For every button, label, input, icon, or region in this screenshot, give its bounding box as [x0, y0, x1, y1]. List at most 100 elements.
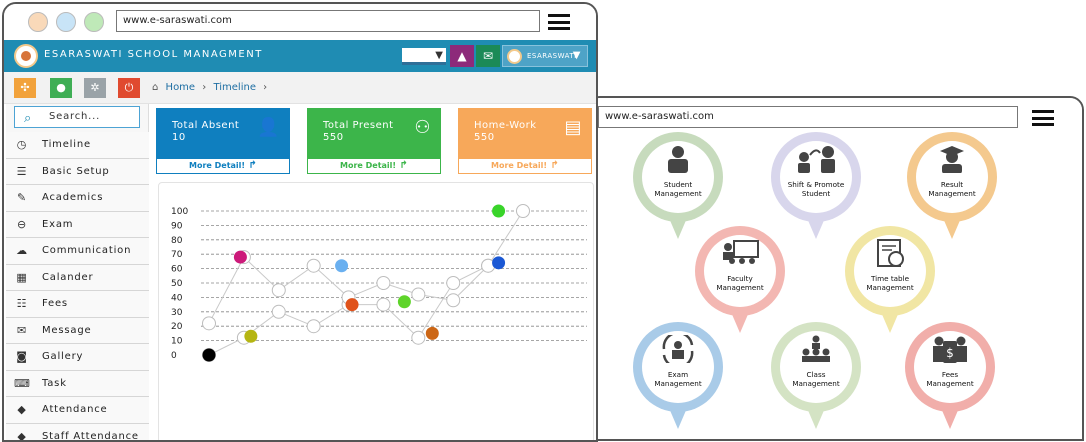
address-bar[interactable]: www.e-saraswati.com	[598, 106, 1018, 128]
settings-gear-button[interactable]: ✲	[84, 78, 106, 98]
window-dot-green-icon[interactable]	[84, 12, 104, 32]
user-menu[interactable]: ESARASWATI ▼	[502, 45, 588, 67]
profile-button[interactable]: ●	[50, 78, 72, 98]
window-dot-orange-icon[interactable]	[28, 12, 48, 32]
school-logo-icon	[14, 44, 38, 68]
graduate-icon	[932, 145, 972, 173]
data-point-marker	[234, 251, 247, 264]
envelope-icon: ✉	[14, 318, 30, 344]
data-point-marker	[335, 259, 348, 272]
sidebar-item-fees[interactable]: ☷Fees	[6, 291, 149, 318]
list-icon: ☰	[14, 159, 30, 185]
breadcrumb-timeline[interactable]: Timeline	[213, 82, 256, 93]
keyboard-icon: ⌨	[14, 371, 30, 397]
clock-icon: ◷	[14, 132, 30, 158]
sidebar-item-timeline[interactable]: ◷ Timeline	[6, 132, 149, 159]
fees-icon: $	[930, 335, 970, 363]
module-label: Shift & Promote Student	[786, 181, 846, 198]
user-label: ESARASWATI	[527, 52, 577, 60]
module-fees[interactable]: $Fees Management	[904, 321, 996, 431]
header-dropdown[interactable]: ▼	[402, 48, 446, 65]
data-point-marker	[398, 295, 411, 308]
data-point-hollow	[447, 277, 460, 290]
notification-bell-button[interactable]: ▲	[450, 45, 474, 67]
y-tick-label: 40	[171, 293, 183, 303]
y-tick-label: 100	[171, 207, 188, 217]
menu-hamburger-icon[interactable]	[1032, 110, 1054, 126]
search-input[interactable]: ⌕ Search...	[14, 106, 140, 128]
sidebar-item-label: Task	[42, 378, 67, 389]
breadcrumb-home[interactable]: Home	[166, 82, 196, 93]
y-tick-label: 30	[171, 308, 183, 318]
window-dot-blue-icon[interactable]	[56, 12, 76, 32]
module-class[interactable]: Class Management	[770, 321, 862, 431]
tag-icon: ◆	[14, 397, 30, 423]
data-point-hollow	[412, 288, 425, 301]
sidebar-item-academics[interactable]: ✎Academics	[6, 185, 149, 212]
more-detail-link[interactable]: More Detail! ↱	[307, 158, 441, 174]
data-point-hollow	[377, 277, 390, 290]
sidebar-item-communication[interactable]: ☁Communication	[6, 238, 149, 265]
power-button[interactable]: ⏻	[118, 78, 140, 98]
y-tick-label: 70	[171, 250, 183, 260]
search-icon: ⌕	[24, 109, 32, 129]
y-tick-label: 90	[171, 221, 183, 231]
module-label: Faculty Management	[710, 275, 770, 292]
sidebar-item-staff-attendance[interactable]: ◆ Staff Attendance	[6, 424, 149, 442]
faculty-icon	[720, 239, 760, 267]
y-tick-label: 50	[171, 279, 183, 289]
chevron-right-icon: ›	[263, 82, 267, 93]
sidebar-item-gallery[interactable]: ◙Gallery	[6, 344, 149, 371]
data-point-marker	[492, 205, 505, 218]
camera-icon: ◙	[14, 344, 30, 370]
module-faculty[interactable]: Faculty Management	[694, 225, 786, 335]
calendar-icon: ▦	[14, 265, 30, 291]
sidebar-item-basic-setup[interactable]: ☰ Basic Setup	[6, 159, 149, 186]
sidebar: ⌕ Search... ◷ Timeline ☰ Basic Setup ✎Academ…	[6, 104, 149, 442]
sidebar-item-attendance[interactable]: ◆Attendance	[6, 397, 149, 424]
address-bar[interactable]: www.e-saraswati.com	[116, 10, 540, 32]
module-exam[interactable]: Exam Management	[632, 321, 724, 431]
app-header: ESARASWATI SCHOOL MANAGMENT ▼ ▲ ✉ ESARAS…	[4, 40, 596, 72]
org-chart-button[interactable]: ✣	[14, 78, 36, 98]
data-point-hollow	[307, 259, 320, 272]
breadcrumb: ⌂ Home › Timeline ›	[152, 82, 271, 93]
data-point-hollow	[517, 205, 530, 218]
tag-icon: ◆	[14, 424, 30, 442]
user-logo-icon	[507, 49, 522, 64]
sidebar-item-label: Basic Setup	[42, 166, 110, 177]
browser-window-dashboard: www.e-saraswati.com ESARASWATI SCHOOL MA…	[2, 2, 598, 442]
search-placeholder: Search...	[49, 111, 100, 122]
menu-hamburger-icon[interactable]	[548, 14, 570, 30]
more-detail-link[interactable]: More Detail! ↱	[458, 158, 592, 174]
more-detail-label: More Detail!	[491, 161, 547, 170]
module-label: Time table Management	[860, 275, 920, 292]
module-time-table[interactable]: Time table Management	[844, 225, 936, 335]
sidebar-item-message[interactable]: ✉Message	[6, 318, 149, 345]
sidebar-item-task[interactable]: ⌨ Task	[6, 371, 149, 398]
sidebar-item-label: Staff Attendance	[42, 431, 139, 442]
data-point-hollow	[447, 294, 460, 307]
svg-text:$: $	[946, 346, 954, 360]
mail-button[interactable]: ✉	[476, 45, 500, 67]
sidebar-item-calander[interactable]: ▦Calander	[6, 265, 149, 292]
sidebar-item-label: Academics	[42, 192, 103, 203]
student-icon	[658, 145, 698, 173]
y-tick-label: 10	[171, 337, 183, 347]
data-point-marker	[346, 298, 359, 311]
data-point-hollow	[377, 298, 390, 311]
browser-titlebar: www.e-saraswati.com	[4, 4, 596, 40]
sidebar-item-exam-management[interactable]: ⊖Exam Management	[6, 212, 149, 239]
data-point-hollow	[272, 305, 285, 318]
more-detail-link[interactable]: More Detail! ↱	[156, 158, 290, 174]
data-point-marker	[244, 330, 257, 343]
sidebar-item-label: Timeline	[42, 139, 91, 150]
